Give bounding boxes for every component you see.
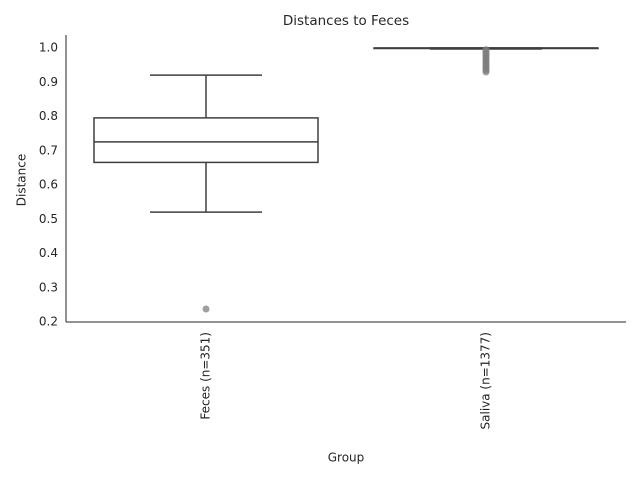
x-axis-label: Group <box>328 451 365 465</box>
outlier <box>482 68 490 76</box>
x-tick-label: Saliva (n=1377) <box>479 332 493 429</box>
y-tick-label: 0.2 <box>39 315 58 329</box>
y-tick-label: 0.4 <box>39 246 58 260</box>
y-tick-label: 0.3 <box>39 280 58 294</box>
y-axis-label: Distance <box>15 154 29 206</box>
box <box>93 117 319 164</box>
y-tick-label: 0.9 <box>39 75 58 89</box>
outlier <box>202 305 210 313</box>
chart-title: Distances to Feces <box>283 13 409 29</box>
x-tick-label: Feces (n=351) <box>199 332 213 420</box>
y-tick-label: 0.7 <box>39 143 58 157</box>
y-tick-label: 1.0 <box>39 41 58 55</box>
y-tick-label: 0.5 <box>39 212 58 226</box>
y-tick-label: 0.8 <box>39 109 58 123</box>
y-tick-label: 0.6 <box>39 178 58 192</box>
